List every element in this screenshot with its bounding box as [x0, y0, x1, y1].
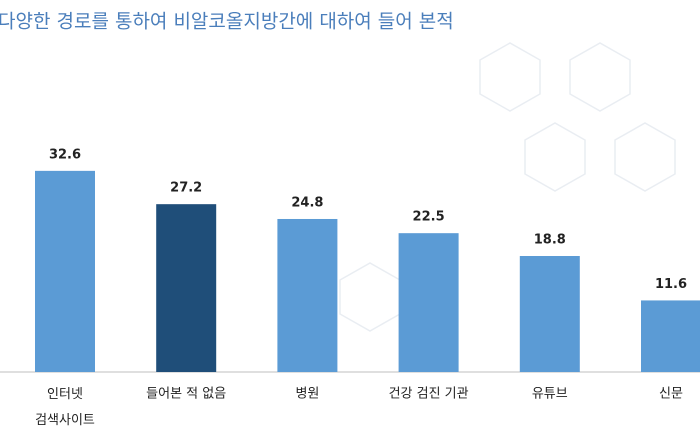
x-tick-label: 유튜브: [532, 387, 568, 402]
value-label: 24.8: [291, 195, 323, 210]
bar: [398, 233, 459, 372]
chart-title: 다양한 경로를 통하여 비알코올지방간에 대하여 들어 본적: [0, 11, 454, 33]
x-tick-label-line: 검색사이트: [35, 413, 95, 428]
bar: [156, 204, 217, 372]
bar: [641, 300, 700, 372]
value-label: 32.6: [49, 147, 81, 162]
x-tick-label-line: 인터넷: [47, 387, 83, 402]
bar: [277, 218, 338, 372]
x-tick-label: 건강 검진 기관: [389, 387, 469, 402]
value-label: 18.8: [534, 233, 566, 248]
x-tick-label: 신문: [659, 387, 683, 402]
x-tick-label: 들어본 적 없음: [146, 387, 226, 402]
bar: [519, 256, 580, 372]
value-label: 27.2: [170, 181, 202, 196]
value-label: 11.6: [655, 277, 687, 292]
x-tick-label: 병원: [295, 387, 319, 402]
bar: [35, 170, 95, 372]
background-pattern: [339, 42, 676, 332]
value-label: 22.5: [413, 210, 445, 225]
